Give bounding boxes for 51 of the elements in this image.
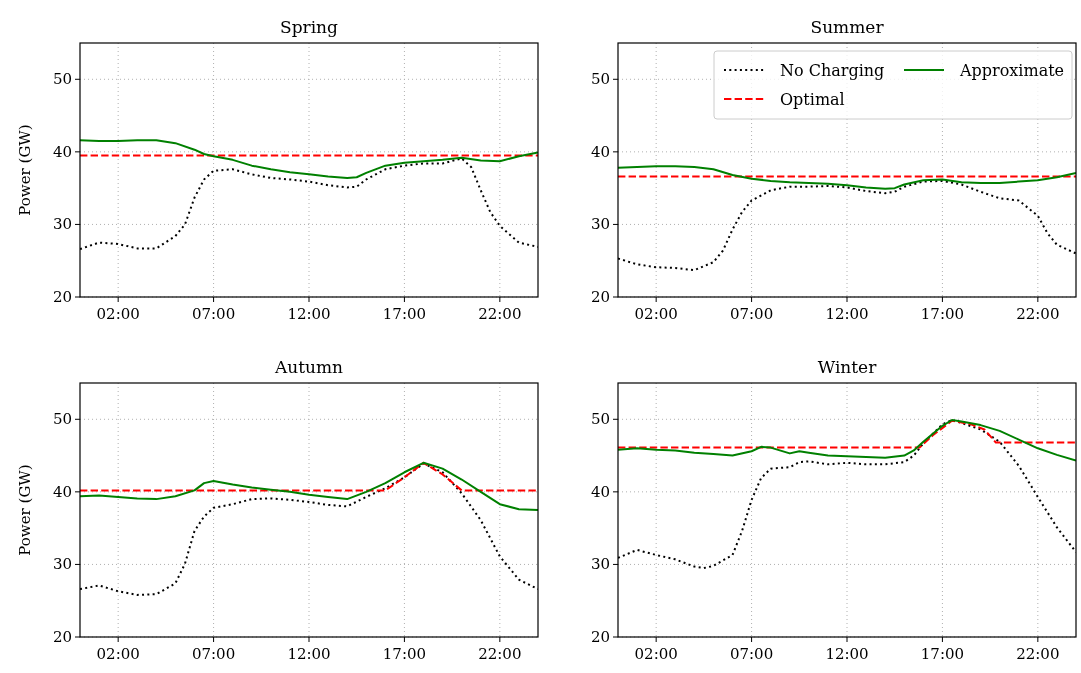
legend-label: Approximate	[959, 61, 1065, 80]
y-tick-label: 30	[52, 215, 72, 234]
x-tick-label: 12:00	[825, 305, 869, 323]
line-series	[618, 419, 1076, 462]
y-axis-title: Power (GW)	[16, 124, 34, 216]
chart-title: Summer	[810, 17, 885, 37]
x-tick-label: 02:00	[96, 645, 140, 663]
y-tick-label: 40	[52, 142, 72, 161]
x-tick-label: 22:00	[478, 645, 522, 663]
line-series	[618, 165, 1076, 190]
x-tick-label: 17:00	[920, 305, 965, 323]
x-tick-label: 17:00	[382, 305, 427, 323]
y-tick-label: 20	[52, 628, 72, 646]
chart-title: Spring	[280, 17, 339, 37]
line-series	[80, 461, 538, 511]
x-tick-label: 22:00	[1016, 645, 1060, 663]
x-tick-label: 22:00	[1016, 305, 1060, 323]
line-series	[618, 419, 1076, 449]
y-tick-label: 30	[590, 555, 610, 574]
x-tick-label: 02:00	[96, 305, 140, 323]
y-tick-label: 20	[590, 288, 610, 306]
x-tick-label: 12:00	[825, 645, 869, 663]
y-tick-label: 50	[52, 70, 72, 89]
y-tick-label: 40	[590, 142, 610, 161]
x-tick-label: 07:00	[729, 645, 774, 663]
y-tick-label: 40	[52, 482, 72, 501]
y-tick-label: 50	[590, 70, 610, 89]
x-tick-label: 22:00	[478, 305, 522, 323]
y-tick-label: 30	[52, 555, 72, 574]
x-tick-label: 12:00	[287, 645, 331, 663]
x-tick-label: 02:00	[634, 645, 678, 663]
chart-title: Winter	[817, 357, 878, 377]
line-series	[80, 139, 538, 179]
legend-label: Optimal	[780, 90, 845, 109]
y-tick-label: 30	[590, 215, 610, 234]
x-tick-label: 07:00	[191, 305, 236, 323]
x-tick-label: 12:00	[287, 305, 331, 323]
y-tick-label: 40	[590, 482, 610, 501]
x-tick-label: 02:00	[634, 305, 678, 323]
x-tick-label: 17:00	[382, 645, 427, 663]
y-tick-label: 50	[590, 410, 610, 429]
y-tick-label: 20	[52, 288, 72, 306]
chart-title: Autumn	[273, 357, 344, 377]
legend-label: No Charging	[780, 61, 885, 80]
y-tick-label: 50	[52, 410, 72, 429]
y-tick-label: 20	[590, 628, 610, 646]
x-tick-label: 17:00	[920, 645, 965, 663]
x-tick-label: 07:00	[191, 645, 236, 663]
line-series	[80, 461, 538, 492]
x-tick-label: 07:00	[729, 305, 774, 323]
y-axis-title: Power (GW)	[16, 464, 34, 556]
